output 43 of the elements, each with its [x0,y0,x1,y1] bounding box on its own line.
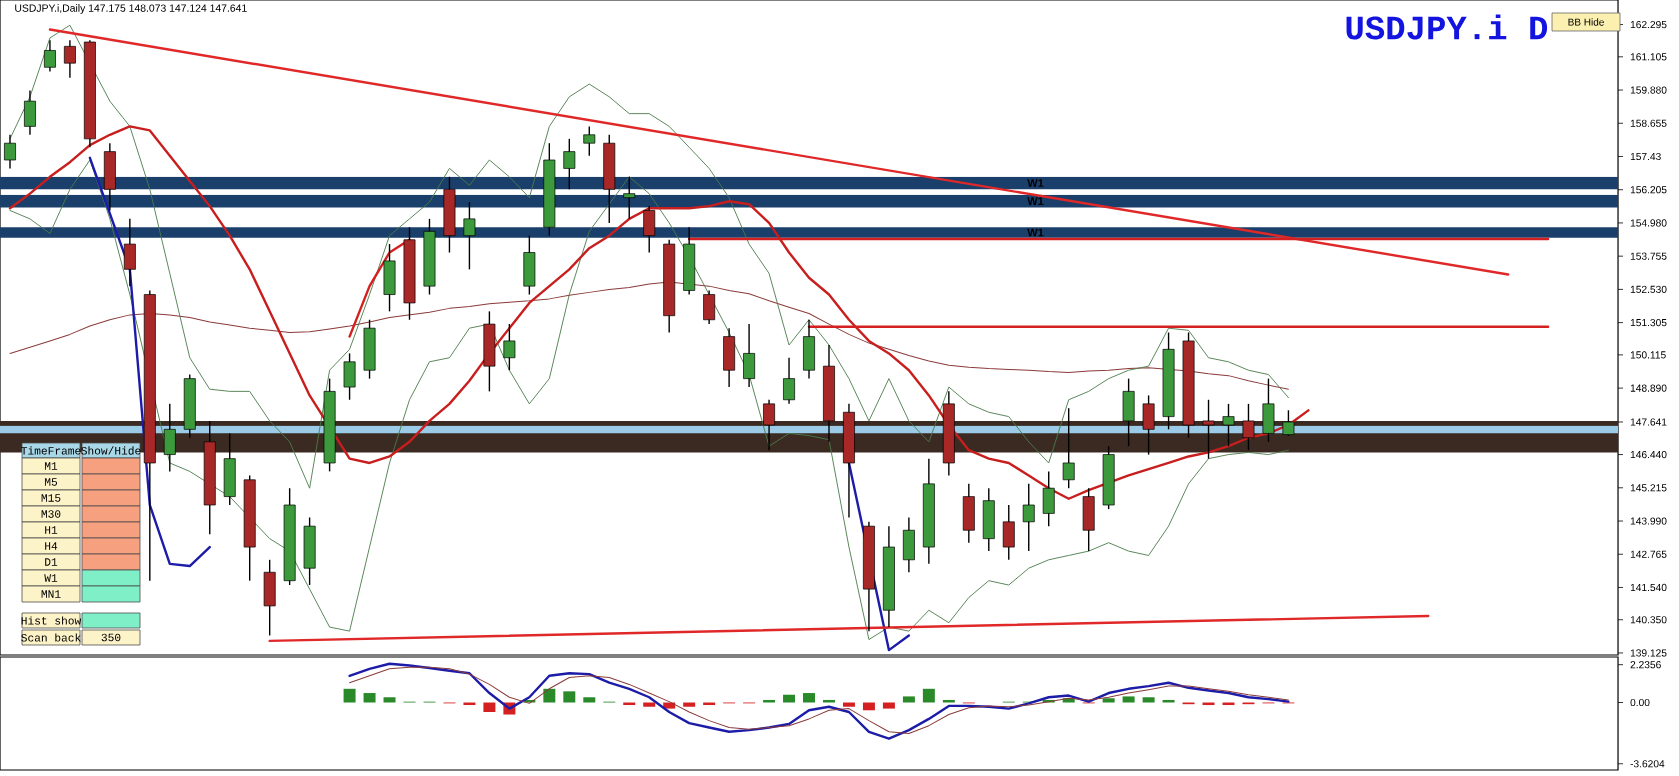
y-tick-label: 151.305 [1630,319,1667,327]
annotation: MN1 [41,590,61,598]
y-tick-label: 150.115 [1630,351,1666,359]
y-tick-label: -3.6204 [1630,760,1665,768]
annotation: 350 [101,633,121,642]
chart-title: USDJPY.i,Daily 147.175 148.073 147.124 147.641 [15,4,247,14]
y-tick-label: 145.215 [1630,484,1667,492]
annotation: M30 [41,510,61,518]
y-tick-label: 139.125 [1630,649,1667,657]
annotation: W1 [44,574,58,582]
y-tick-label: 156.205 [1630,186,1667,194]
y-tick-label: 140.350 [1630,616,1667,624]
y-tick-label: 147.641 [1630,418,1667,426]
y-tick-label: 141.540 [1630,583,1667,592]
y-tick-label: 146.440 [1630,450,1667,459]
y-tick-label: 153.755 [1630,252,1667,260]
y-tick-label: 152.530 [1630,285,1667,293]
annotation: D1 [45,558,58,566]
annotation: Show/Hide [81,446,141,455]
y-tick-label: 158.655 [1630,119,1667,127]
annotation: M1 [44,462,58,470]
y-tick-label: 142.765 [1630,550,1667,558]
annotation: M15 [41,494,61,502]
annotation: Hist show [21,616,82,625]
y-tick-label: 161.105 [1630,53,1667,61]
y-tick-label: 2.2356 [1630,661,1661,669]
y-tick-label: 148.890 [1630,384,1667,392]
band-label: W1 [1027,228,1044,237]
annotation: M5 [44,478,58,486]
band-label: W1 [1027,179,1044,187]
annotation: H1 [45,526,58,534]
annotation: BB Hide [1568,18,1604,26]
y-tick-label: 0.00 [1630,698,1650,707]
y-tick-label: 143.990 [1630,517,1667,525]
annotation: TimeFrame [21,446,81,455]
annotation: H4 [45,542,58,550]
y-tick-label: 154.980 [1630,219,1667,227]
annotation: USDJPY.i D [1346,14,1548,40]
y-tick-label: 162.295 [1630,20,1667,29]
annotation: Scan back [21,633,81,642]
y-tick-label: 157.43 [1630,152,1661,161]
band-label: W1 [1027,197,1044,205]
y-tick-label: 159.880 [1630,86,1667,94]
